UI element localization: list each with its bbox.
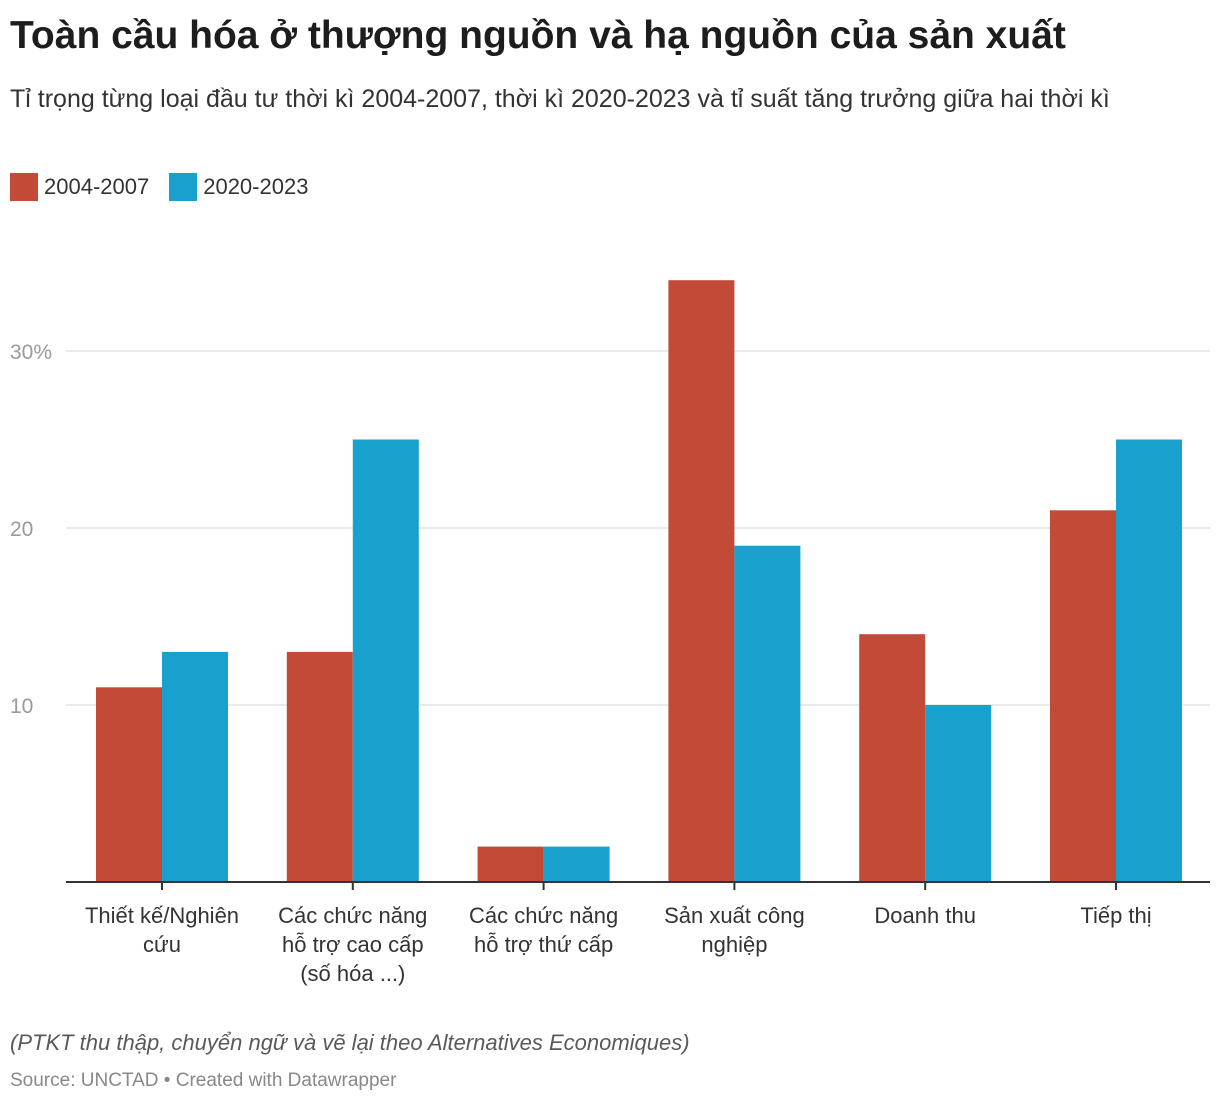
bar-2004-2007-cat-0: [96, 687, 162, 882]
legend-label-2020-2023: 2020-2023: [203, 174, 309, 199]
category-label-3-line-0: Sản xuất công: [664, 903, 805, 928]
category-label-3-line-1: nghiệp: [701, 932, 767, 957]
category-label-1: Các chức năng hỗ trợ cao cấp (số hóa ...): [278, 903, 427, 986]
bar-2020-2023-cat-2: [543, 846, 610, 882]
chart-note: (PTKT thu thập, chuyển ngữ và vẽ lại the…: [10, 1030, 690, 1055]
legend-label-2004-2007: 2004-2007: [44, 174, 150, 199]
legend-item-2004-2007: 2004-2007: [10, 173, 149, 201]
bar-2020-2023-cat-1: [352, 439, 419, 882]
bar-2004-2007-cat-1: [286, 651, 353, 882]
source-label: Source: UNCTAD: [10, 1070, 159, 1091]
credit-label: Created with Datawrapper: [175, 1070, 397, 1091]
category-label-1-line-2: (số hóa ...): [300, 961, 405, 986]
category-label-4: Doanh thu: [874, 903, 976, 928]
bar-2020-2023-cat-3: [734, 545, 801, 882]
footer-separator: •: [158, 1070, 176, 1091]
category-label-4-line-0: Doanh thu: [874, 903, 976, 928]
legend-swatch-2004-2007: [10, 173, 38, 201]
legend-swatch-2020-2023: [169, 173, 198, 201]
bar-2020-2023-cat-0: [162, 651, 228, 882]
y-tick-label-10: 10: [10, 695, 33, 718]
category-labels: Thiết kế/Nghiên cứu Các chức năng hỗ trợ ca…: [85, 903, 1152, 986]
category-label-1-line-1: hỗ trợ cao cấp: [282, 932, 424, 957]
category-label-0: Thiết kế/Nghiên cứu: [85, 903, 239, 957]
grid-layer: 10 20 30%: [10, 341, 1210, 718]
category-label-0-line-1: cứu: [143, 932, 181, 957]
axis-layer: [66, 881, 1210, 890]
bar-2004-2007-cat-3: [668, 280, 735, 882]
category-label-5-line-0: Tiếp thị: [1080, 903, 1151, 928]
bar-2004-2007-cat-5: [1050, 510, 1116, 882]
category-label-3: Sản xuất công nghiệp: [664, 903, 805, 957]
category-label-1-line-0: Các chức năng: [278, 903, 427, 928]
category-label-0-line-0: Thiết kế/Nghiên: [85, 903, 239, 928]
y-tick-label-30: 30%: [10, 341, 52, 364]
bar-2020-2023-cat-5: [1116, 439, 1182, 882]
y-tick-label-20: 20: [10, 518, 33, 541]
bar-2004-2007-cat-2: [477, 846, 544, 882]
chart-footer: Source: UNCTAD • Created with Datawrappe…: [10, 1070, 396, 1092]
bar-2004-2007-cat-4: [859, 634, 926, 882]
bar-chart: 10 20 30% Thiết kế/Nghiên cứu Các chức năng h…: [10, 280, 1210, 986]
chart-subtitle: Tỉ trọng từng loại đầu tư thời kì 2004-2…: [10, 85, 1110, 113]
category-label-2-line-0: Các chức năng: [469, 903, 618, 928]
bar-2020-2023-cat-4: [925, 705, 992, 882]
bars-layer: [96, 280, 1182, 882]
legend: 2004-2007 2020-2023: [10, 172, 328, 202]
category-label-5: Tiếp thị: [1080, 903, 1151, 928]
category-label-2: Các chức năng hỗ trợ thứ cấp: [469, 903, 618, 957]
chart-title: Toàn cầu hóa ở thượng nguồn và hạ nguồn …: [10, 14, 1066, 57]
legend-item-2020-2023: 2020-2023: [169, 173, 308, 201]
category-label-2-line-1: hỗ trợ thứ cấp: [474, 932, 613, 957]
